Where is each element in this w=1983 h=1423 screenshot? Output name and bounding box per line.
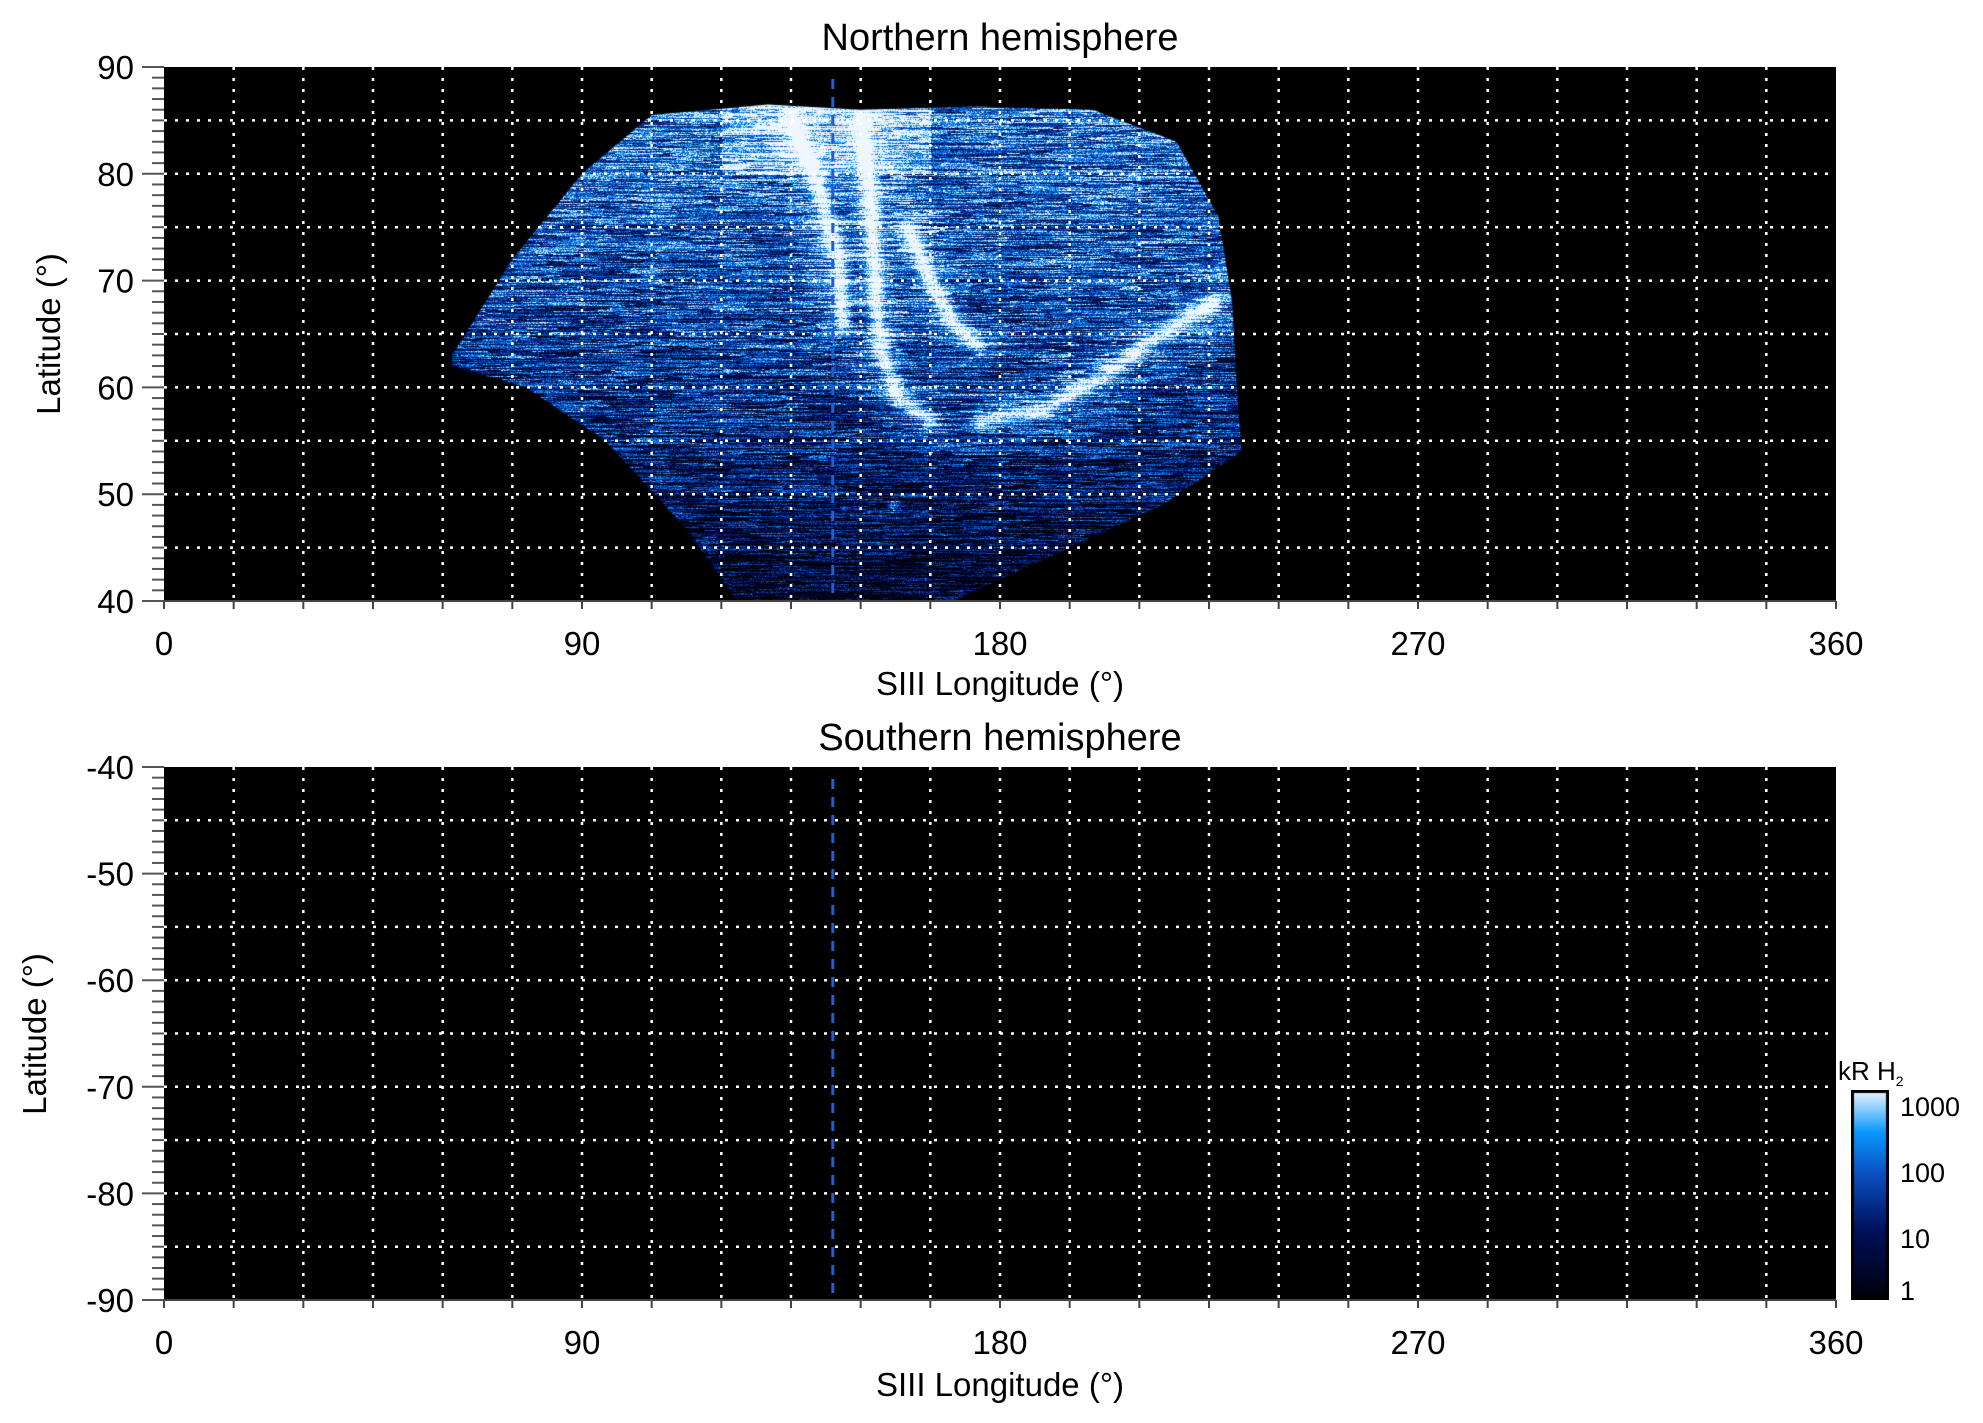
y-tick-label: -90 bbox=[86, 1282, 134, 1319]
southern-ylabel: Latitude (°) bbox=[16, 953, 53, 1115]
y-tick-label: 40 bbox=[97, 583, 134, 620]
northern-xlabel: SIII Longitude (°) bbox=[876, 665, 1124, 702]
y-tick-label: -40 bbox=[86, 749, 134, 786]
y-tick-label: -50 bbox=[86, 856, 134, 893]
southern-plot: Southern hemisphere SIII Longitude (°) L… bbox=[16, 717, 1864, 1403]
y-tick-label: 60 bbox=[97, 369, 134, 406]
colorbar-tick-1: 1 bbox=[1900, 1276, 1915, 1306]
y-tick-label: -60 bbox=[86, 962, 134, 999]
y-tick-label: 90 bbox=[97, 49, 134, 86]
colorbar-tick-100: 100 bbox=[1900, 1158, 1945, 1188]
y-tick-label: -70 bbox=[86, 1069, 134, 1106]
y-tick-label: 50 bbox=[97, 476, 134, 513]
y-tick-label: 80 bbox=[97, 156, 134, 193]
y-tick-label: 70 bbox=[97, 263, 134, 300]
northern-plot: Northern hemisphere SIII Longitude (°) L… bbox=[30, 17, 1864, 702]
x-tick-label: 90 bbox=[564, 1324, 601, 1361]
x-tick-label: 270 bbox=[1390, 1324, 1445, 1361]
x-tick-label: 360 bbox=[1808, 1324, 1863, 1361]
colorbar-gradient bbox=[1851, 1090, 1889, 1300]
x-tick-label: 360 bbox=[1808, 625, 1863, 662]
x-tick-label: 0 bbox=[155, 625, 173, 662]
x-tick-label: 180 bbox=[972, 1324, 1027, 1361]
colorbar-tick-10: 10 bbox=[1900, 1224, 1930, 1254]
southern-xlabel: SIII Longitude (°) bbox=[876, 1366, 1124, 1403]
x-tick-label: 270 bbox=[1390, 625, 1445, 662]
northern-title: Northern hemisphere bbox=[822, 17, 1179, 59]
x-tick-label: 180 bbox=[972, 625, 1027, 662]
y-tick-label: -80 bbox=[86, 1175, 134, 1212]
colorbar-label: kR H2 bbox=[1838, 1056, 1904, 1089]
colorbar: kR H2 1000 100 10 1 bbox=[1838, 1056, 1960, 1306]
colorbar-tick-1000: 1000 bbox=[1900, 1092, 1960, 1122]
x-tick-label: 0 bbox=[155, 1324, 173, 1361]
x-tick-label: 90 bbox=[564, 625, 601, 662]
southern-title: Southern hemisphere bbox=[818, 717, 1181, 759]
northern-ylabel: Latitude (°) bbox=[30, 253, 67, 415]
